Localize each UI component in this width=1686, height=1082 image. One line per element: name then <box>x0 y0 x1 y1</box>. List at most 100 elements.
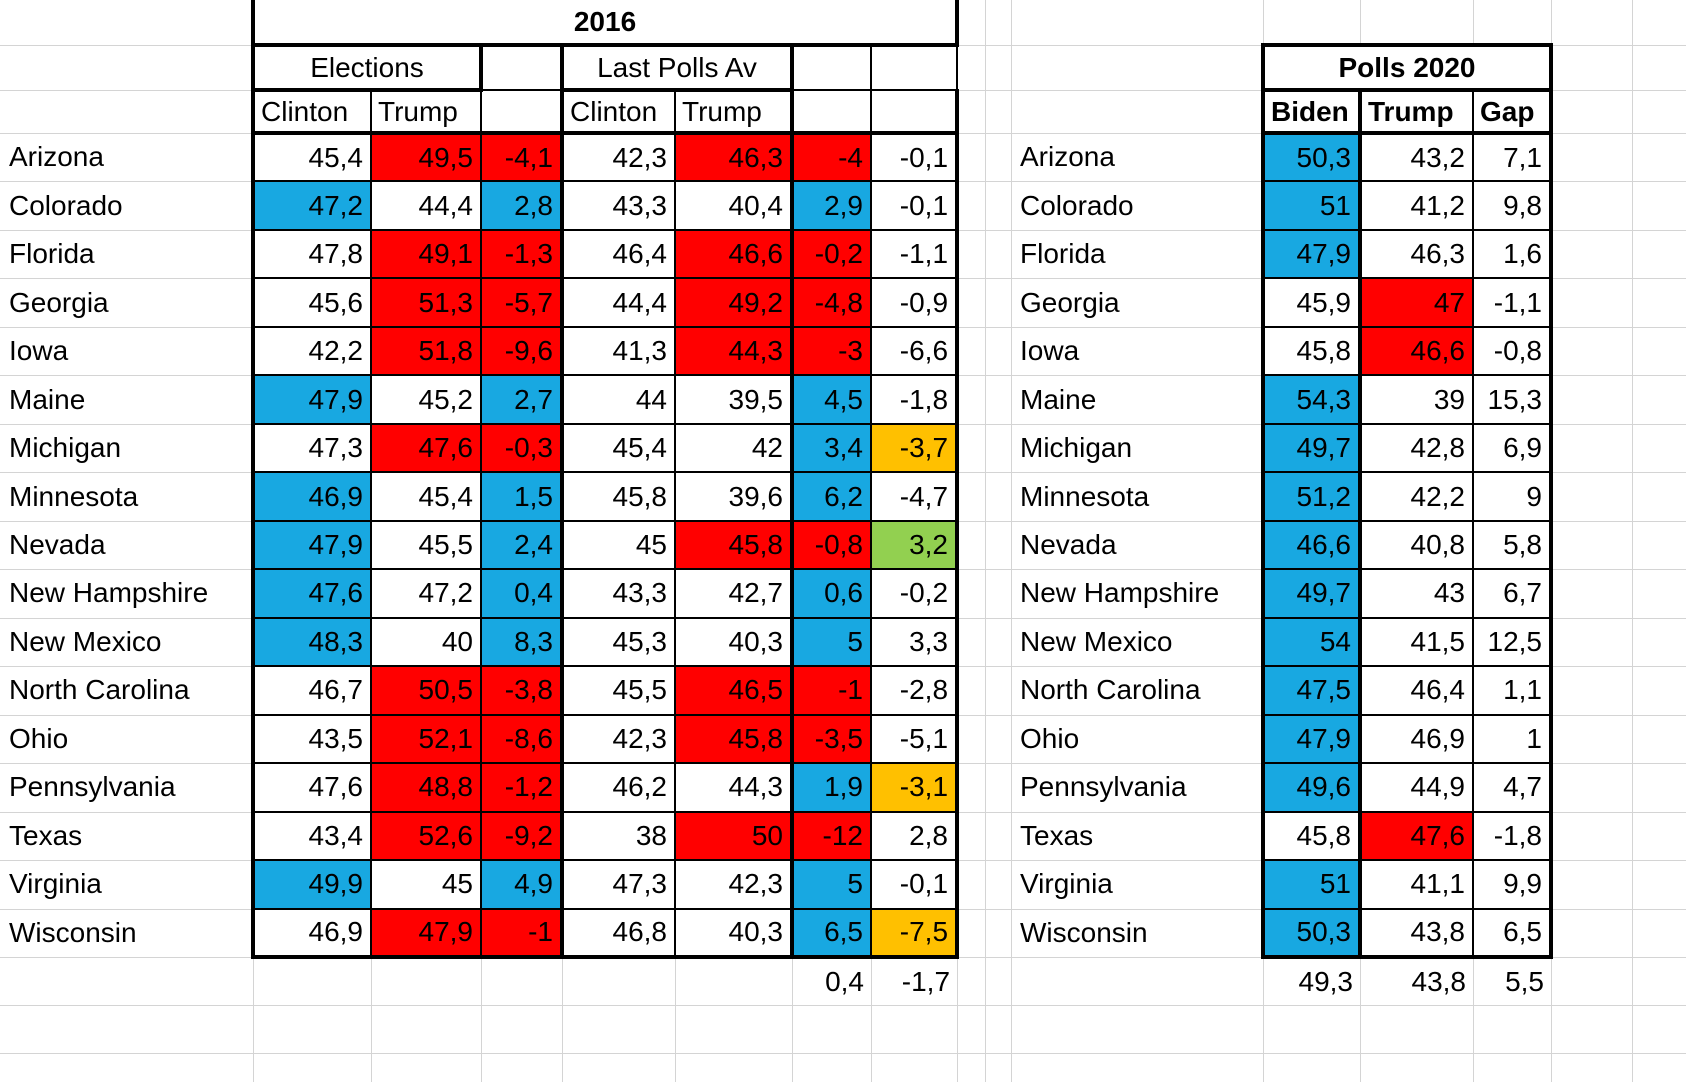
cell-lastpolls-clinton[interactable]: 38 <box>560 810 676 862</box>
cell-elections-trump[interactable]: 48,8 <box>370 762 482 813</box>
cell-2020-gap[interactable]: 1 <box>1472 713 1553 765</box>
cell-2020-gap[interactable]: 6,7 <box>1472 568 1553 619</box>
cell-lastpolls-trump[interactable]: 45,8 <box>674 713 793 765</box>
cell-2020-biden[interactable]: 47,9 <box>1261 713 1362 765</box>
cell-elections-trump[interactable]: 51,3 <box>370 277 482 328</box>
cell-poll-error-diff[interactable]: -0,1 <box>869 180 960 231</box>
cell-state-name[interactable]: Minnesota <box>1020 480 1150 512</box>
cell-2020-trump[interactable]: 42,8 <box>1359 422 1474 474</box>
cell-lastpolls-clinton[interactable]: 45,4 <box>560 422 676 474</box>
cell-state-name[interactable]: Arizona <box>9 141 104 173</box>
cell-elections-clinton[interactable]: 46,7 <box>251 665 372 716</box>
cell-state-name[interactable]: Ohio <box>9 722 69 754</box>
cell-empty[interactable] <box>869 44 959 91</box>
cell-lastpolls-gap[interactable]: 5 <box>790 616 872 668</box>
cell-elections-gap[interactable]: 2,7 <box>480 374 563 425</box>
cell-elections-trump[interactable]: 47,9 <box>370 907 482 959</box>
cell-2020-trump[interactable]: 47 <box>1359 277 1474 328</box>
cell-2020-biden[interactable]: 46,6 <box>1261 519 1362 571</box>
cell-elections-gap[interactable]: 8,3 <box>480 616 563 668</box>
cell-state-name[interactable]: Florida <box>1020 238 1106 270</box>
cell-2020-biden[interactable]: 45,9 <box>1261 277 1362 328</box>
cell-2020-gap[interactable]: 5,8 <box>1472 519 1553 571</box>
cell-elections-trump[interactable]: 52,1 <box>370 713 482 765</box>
cell-elections-clinton[interactable]: 48,3 <box>251 616 372 668</box>
cell-state-name[interactable]: Ohio <box>1020 722 1080 754</box>
cell-lastpolls-clinton[interactable]: 43,3 <box>560 568 676 619</box>
cell-2020-trump[interactable]: 39 <box>1359 374 1474 425</box>
cell-elections-trump[interactable]: 44,4 <box>370 180 482 231</box>
cell-elections-trump[interactable]: 51,8 <box>370 325 482 377</box>
cell-poll-error-diff[interactable]: -0,2 <box>869 568 960 619</box>
cell-lastpolls-gap[interactable]: 2,9 <box>790 180 872 231</box>
cell-elections-clinton[interactable]: 45,4 <box>251 131 372 183</box>
cell-poll-error-diff[interactable]: -0,1 <box>869 131 960 183</box>
cell-lastpolls-clinton[interactable]: 42,3 <box>560 131 676 183</box>
cell-elections-trump[interactable]: 50,5 <box>370 665 482 716</box>
cell-state-name[interactable]: Georgia <box>1020 286 1120 318</box>
cell-state-name[interactable]: Iowa <box>1020 335 1080 367</box>
cell-state-name[interactable]: Florida <box>9 238 95 270</box>
cell-2020-biden[interactable]: 54 <box>1261 616 1362 668</box>
cell-elections-clinton[interactable]: 43,5 <box>251 713 372 765</box>
cell-elections-gap[interactable]: -0,3 <box>480 422 563 474</box>
cell-elections-trump[interactable]: 47,2 <box>370 568 482 619</box>
cell-lastpolls-clinton[interactable]: 46,2 <box>560 762 676 813</box>
cell-elections-trump[interactable]: 49,5 <box>370 131 482 183</box>
cell-biden-average[interactable]: 49,3 <box>1298 965 1354 997</box>
cell-lastpolls-clinton[interactable]: 41,3 <box>560 325 676 377</box>
cell-lastpolls-trump[interactable]: 40,3 <box>674 907 793 959</box>
cell-poll-error-diff[interactable]: 2,8 <box>869 810 960 862</box>
cell-2020-trump[interactable]: 41,1 <box>1359 859 1474 910</box>
cell-poll-error-diff[interactable]: -0,1 <box>869 859 960 910</box>
cell-lastpolls-gap[interactable]: -0,2 <box>790 228 872 280</box>
cell-state-name[interactable]: Maine <box>9 383 86 415</box>
cell-2020-biden[interactable]: 45,8 <box>1261 325 1362 377</box>
cell-2020-biden[interactable]: 47,9 <box>1261 228 1362 280</box>
cell-empty[interactable] <box>869 89 960 135</box>
cell-poll-error-diff[interactable]: -1,1 <box>869 228 960 280</box>
cell-2020-biden[interactable]: 50,3 <box>1261 131 1362 183</box>
cell-lastpolls-clinton[interactable]: 45,5 <box>560 665 676 716</box>
cell-poll-error-diff[interactable]: -7,5 <box>869 907 960 959</box>
cell-elections-clinton[interactable]: 47,8 <box>251 228 372 280</box>
cell-diff-average[interactable]: -1,7 <box>901 965 951 997</box>
header-gap[interactable]: Gap <box>1472 89 1553 135</box>
cell-lastpolls-gap[interactable]: 4,5 <box>790 374 872 425</box>
cell-lastpolls-trump[interactable]: 42 <box>674 422 793 474</box>
cell-lastpolls-trump[interactable]: 42,3 <box>674 859 793 910</box>
cell-elections-clinton[interactable]: 47,6 <box>251 762 372 813</box>
cell-elections-trump[interactable]: 47,6 <box>370 422 482 474</box>
cell-elections-clinton[interactable]: 46,9 <box>251 907 372 959</box>
cell-state-name[interactable]: Texas <box>9 819 83 851</box>
cell-elections-gap[interactable]: 2,8 <box>480 180 563 231</box>
cell-poll-error-diff[interactable]: -3,7 <box>869 422 960 474</box>
cell-trump-average[interactable]: 43,8 <box>1411 965 1467 997</box>
cell-lastpolls-gap[interactable]: 3,4 <box>790 422 872 474</box>
cell-2020-gap[interactable]: -1,1 <box>1472 277 1553 328</box>
cell-2020-trump[interactable]: 46,6 <box>1359 325 1474 377</box>
cell-2020-gap[interactable]: 1,1 <box>1472 665 1553 716</box>
cell-lastpolls-clinton[interactable]: 43,3 <box>560 180 676 231</box>
cell-lastpolls-trump[interactable]: 39,6 <box>674 471 793 522</box>
cell-2020-trump[interactable]: 46,9 <box>1359 713 1474 765</box>
cell-2020-biden[interactable]: 51 <box>1261 859 1362 910</box>
cell-poll-error-diff[interactable]: 3,2 <box>869 519 960 571</box>
cell-lastpolls-trump[interactable]: 40,4 <box>674 180 793 231</box>
cell-elections-trump[interactable]: 45,4 <box>370 471 482 522</box>
cell-lastpolls-clinton[interactable]: 45,8 <box>560 471 676 522</box>
cell-state-name[interactable]: Colorado <box>1020 189 1134 221</box>
cell-elections-gap[interactable]: -9,6 <box>480 325 563 377</box>
cell-elections-clinton[interactable]: 47,6 <box>251 568 372 619</box>
cell-lastpolls-trump[interactable]: 40,3 <box>674 616 793 668</box>
cell-elections-gap[interactable]: 2,4 <box>480 519 563 571</box>
cell-poll-error-diff[interactable]: -1,8 <box>869 374 960 425</box>
cell-state-name[interactable]: North Carolina <box>1020 674 1201 706</box>
cell-2020-gap[interactable]: 6,9 <box>1472 422 1553 474</box>
cell-poll-error-diff[interactable]: -6,6 <box>869 325 960 377</box>
cell-2020-gap[interactable]: 4,7 <box>1472 762 1553 813</box>
cell-state-name[interactable]: Arizona <box>1020 141 1115 173</box>
cell-elections-clinton[interactable]: 42,2 <box>251 325 372 377</box>
cell-lastpolls-gap[interactable]: -3 <box>790 325 872 377</box>
cell-2020-gap[interactable]: -0,8 <box>1472 325 1553 377</box>
